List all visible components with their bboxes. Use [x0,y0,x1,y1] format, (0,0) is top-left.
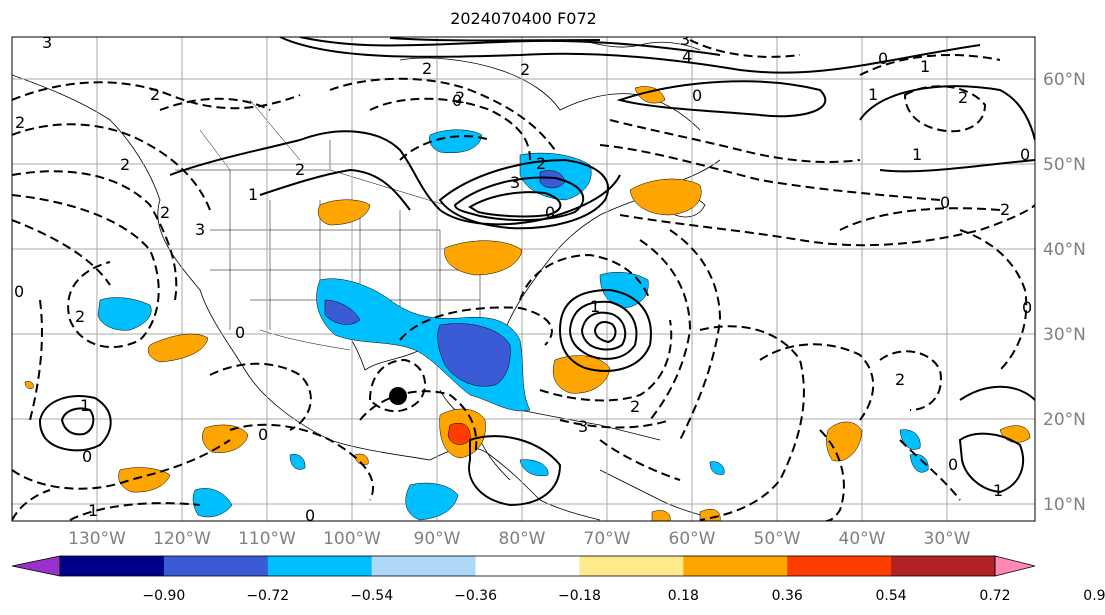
colorbar-segment [267,556,373,576]
colorbar-segment [163,556,269,576]
contour-label: 0 [545,203,555,222]
lon-label: 80°W [499,529,546,549]
lon-label: 110°W [238,529,296,549]
contour-label: 4 [682,47,692,66]
lon-label: 40°W [839,529,886,549]
colorbar-segment [683,556,788,576]
contour-label: 0 [82,447,92,466]
contour-label: 3 [578,417,588,436]
contour-label: 1 [912,145,922,164]
lon-label: 90°W [414,529,461,549]
contour-label: 3 [195,220,205,239]
contour-label: 0 [452,91,462,110]
colorbar-tick: −0.18 [558,588,601,604]
latitude-labels: 60°N 50°N 40°N 30°N 20°N 10°N [1043,70,1086,515]
lon-label: 70°W [584,529,631,549]
colorbar-tick: 0.72 [979,588,1010,604]
colorbar [11,555,1036,577]
contour-label: 1 [920,57,930,76]
lon-label: 120°W [153,529,211,549]
lat-label: 50°N [1043,155,1086,175]
lon-label: 100°W [323,529,381,549]
colorbar-tick: −0.90 [142,588,185,604]
contour-label: 2 [295,160,305,179]
colorbar-tick: −0.72 [246,588,289,604]
lon-label: 50°W [754,529,801,549]
lat-label: 40°N [1043,240,1086,260]
contour-label: 2 [15,113,25,132]
contour-label: 2 [455,88,465,107]
longitude-labels: 130°W 120°W 110°W 100°W 90°W 80°W 70°W 6… [68,529,971,549]
colorbar-tick: 0.36 [772,588,803,604]
contour-label: 1 [868,85,878,104]
colorbar-extend-low [11,555,61,577]
colorbar-extend-high [994,555,1036,577]
contour-label: 2 [422,59,432,78]
contour-label: 1 [248,185,258,204]
lat-label: 10°N [1043,495,1086,515]
contour-label: 1 [993,481,1003,500]
colorbar-tick: −0.36 [454,588,497,604]
dashed-contours [12,39,1035,521]
lon-label: 30°W [924,529,971,549]
contour-label: 2 [958,88,968,107]
colorbar-segment [579,556,684,576]
storm-center-marker [389,387,407,405]
colorbar-tick: −0.54 [350,588,393,604]
contour-label: 2 [1000,200,1010,219]
contour-label: 1 [88,501,98,520]
solid-contours [38,37,1035,507]
contour-label: 0 [878,49,888,68]
map-frame [11,36,1036,522]
contour-label: 0 [235,323,245,342]
map-title: 2024070400 F072 [450,9,597,28]
contour-label: 0 [1020,145,1030,164]
contour-label: 2 [160,203,170,222]
lat-label: 20°N [1043,410,1086,430]
contour-label: 2 [120,155,130,174]
colorbar-tick: 0.54 [876,588,907,604]
contour-label: 2 [75,307,85,326]
contour-label: 0 [305,506,315,525]
colorbar-tick-labels: −0.90 −0.72 −0.54 −0.36 −0.18 0.18 0.36 … [142,588,1105,604]
colorbar-segment [371,556,477,576]
contour-label: 0 [258,425,268,444]
colorbar-outline [59,555,996,577]
contour-label: 0 [692,86,702,105]
contour-label: 0 [14,282,24,301]
lon-label: 130°W [68,529,126,549]
colorbar-segment [60,556,165,576]
contour-label: 3 [680,30,690,49]
colorbar-segment [475,556,580,576]
contour-label: 0 [1022,298,1032,317]
contour-label: 0 [940,193,950,212]
colorbar-segment [787,556,892,576]
contour-labels: 3 2 2 3 4 0 0 1 1 2 2 0 2 2 3 2 1 2 0 2 … [14,30,1032,525]
map-background [12,37,1035,521]
shaded-regions [24,86,1031,521]
graticule [12,37,1035,521]
contour-label: 2 [150,85,160,104]
contour-label: 2 [520,60,530,79]
colorbar-tick: 0.90 [1083,588,1105,604]
contour-label: 0 [948,455,958,474]
lon-label: 60°W [669,529,716,549]
contour-label: 2 [536,154,546,173]
contour-label: 1 [80,396,90,415]
contour-label: 2 [895,370,905,389]
contour-label: 1 [590,297,600,316]
colorbar-tick: 0.18 [668,588,699,604]
contour-label: 3 [510,173,520,192]
contour-label: 3 [42,33,52,52]
lat-label: 30°N [1043,325,1086,345]
colorbar-segment [891,556,996,576]
contour-label: 2 [630,397,640,416]
lat-label: 60°N [1043,70,1086,90]
